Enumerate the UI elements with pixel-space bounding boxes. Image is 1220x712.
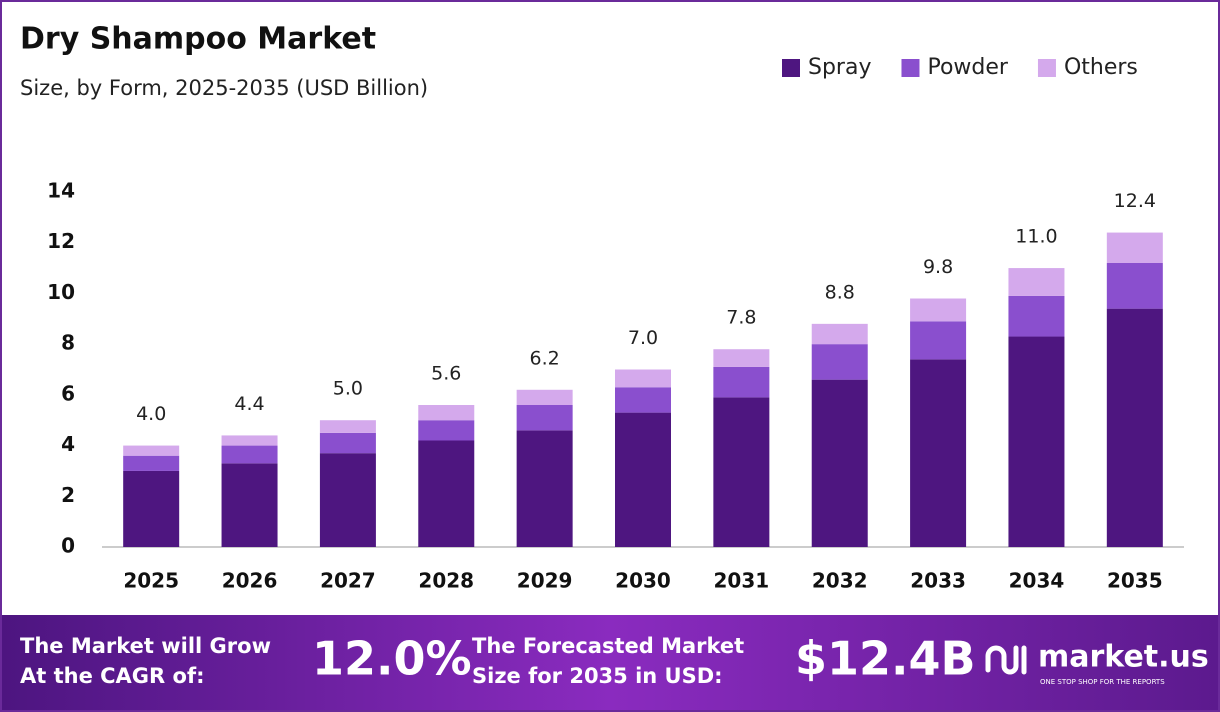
bar-segment bbox=[123, 470, 180, 547]
bar-segment bbox=[615, 369, 671, 388]
bar-segment bbox=[221, 435, 278, 446]
x-tick-label: 2026 bbox=[222, 569, 278, 593]
x-tick-label: 2035 bbox=[1107, 569, 1163, 593]
legend-swatch bbox=[901, 59, 920, 77]
cagr-text: The Market will Grow At the CAGR of: bbox=[20, 634, 271, 688]
bar-segment bbox=[319, 432, 376, 454]
bar-segment bbox=[221, 463, 278, 547]
cagr-value: 12.0% bbox=[312, 632, 472, 686]
bar-segment bbox=[516, 405, 573, 431]
y-tick-label: 0 bbox=[61, 534, 75, 558]
legend-label: Others bbox=[1064, 55, 1138, 80]
chart-subtitle: Size, by Form, 2025-2035 (USD Billion) bbox=[20, 76, 428, 100]
total-label: 5.0 bbox=[333, 378, 363, 400]
bar-segment bbox=[910, 298, 967, 322]
y-tick-label: 12 bbox=[47, 229, 75, 253]
legend: Spray Powder Others bbox=[782, 55, 1138, 80]
bar-segment bbox=[713, 366, 770, 398]
bar-segment bbox=[123, 445, 180, 456]
total-label: 8.8 bbox=[825, 281, 855, 303]
x-tick-label: 2025 bbox=[123, 569, 179, 593]
y-tick-label: 6 bbox=[61, 381, 75, 405]
bar-segment bbox=[123, 455, 180, 471]
y-tick-label: 14 bbox=[47, 179, 75, 203]
bar-segment bbox=[811, 344, 868, 380]
y-tick-label: 4 bbox=[61, 432, 75, 456]
bar-segment bbox=[1008, 295, 1065, 337]
y-tick-label: 2 bbox=[61, 483, 75, 507]
bar-segment bbox=[1008, 336, 1065, 547]
forecast-text: The Forecasted Market Size for 2035 in US… bbox=[472, 634, 744, 688]
brand-logo bbox=[985, 645, 1027, 675]
total-label: 11.0 bbox=[1015, 226, 1057, 248]
bar-segment bbox=[418, 405, 475, 421]
bar-segment bbox=[713, 349, 770, 367]
total-label: 9.8 bbox=[923, 256, 953, 278]
total-label: 5.6 bbox=[431, 363, 461, 385]
bar-segment bbox=[910, 359, 967, 547]
bar-segment bbox=[1106, 263, 1163, 309]
bar-segment bbox=[615, 412, 671, 547]
bar-segment bbox=[516, 389, 573, 405]
total-label: 6.2 bbox=[530, 347, 560, 369]
x-tick-label: 2027 bbox=[320, 569, 376, 593]
x-tick-label: 2031 bbox=[714, 569, 770, 593]
total-label: 7.0 bbox=[628, 327, 658, 349]
x-tick-label: 2030 bbox=[615, 569, 671, 593]
bar-segment bbox=[910, 321, 967, 360]
total-label: 4.4 bbox=[234, 393, 264, 415]
total-label: 12.4 bbox=[1114, 190, 1156, 212]
forecast-value: $12.4B bbox=[795, 632, 976, 686]
total-label: 4.0 bbox=[136, 403, 166, 425]
y-tick-label: 10 bbox=[47, 280, 75, 304]
chart-title: Dry Shampoo Market bbox=[20, 22, 376, 57]
bar-segment bbox=[418, 440, 475, 547]
bar-segment bbox=[319, 420, 376, 433]
bar-segment bbox=[811, 323, 868, 345]
x-tick-label: 2028 bbox=[418, 569, 474, 593]
x-tick-label: 2032 bbox=[812, 569, 868, 593]
bar-segment bbox=[319, 453, 376, 547]
legend-swatch bbox=[1037, 59, 1056, 77]
bar-segment bbox=[615, 387, 671, 413]
y-tick-label: 8 bbox=[61, 331, 75, 355]
bar-segment bbox=[1106, 308, 1163, 547]
x-tick-label: 2034 bbox=[1009, 569, 1065, 593]
bar-segment bbox=[811, 379, 868, 547]
bar-segment bbox=[418, 420, 475, 441]
bar-segment bbox=[516, 430, 573, 547]
legend-swatch bbox=[782, 59, 800, 77]
bar-segment bbox=[221, 445, 278, 464]
brand: market.us bbox=[1038, 640, 1209, 675]
legend-label: Powder bbox=[927, 55, 1008, 80]
tagline: ONE STOP SHOP FOR THE REPORTS bbox=[1040, 678, 1165, 686]
bar-segment bbox=[1106, 232, 1163, 263]
x-tick-label: 2033 bbox=[910, 569, 966, 593]
total-label: 7.8 bbox=[726, 307, 756, 329]
x-tick-label: 2029 bbox=[517, 569, 573, 593]
bar-segment bbox=[1008, 268, 1065, 296]
legend-label: Spray bbox=[808, 55, 871, 80]
bar-segment bbox=[713, 397, 770, 547]
footer-band bbox=[2, 615, 1218, 710]
